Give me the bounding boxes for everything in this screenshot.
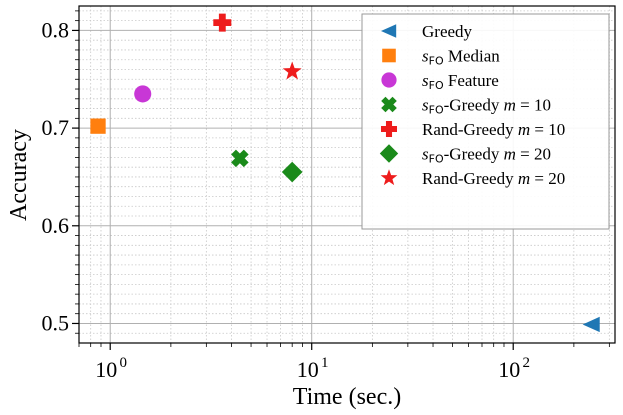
data-point — [282, 61, 302, 80]
x-tick-label: 10 — [498, 357, 520, 382]
legend-marker — [382, 48, 396, 63]
data-point — [231, 149, 249, 168]
legend-marker — [379, 144, 399, 163]
legend-marker — [381, 72, 397, 88]
legend-label-part: Feature — [444, 71, 499, 90]
data-point — [134, 85, 152, 103]
data-point — [281, 161, 303, 183]
legend-label: sFO Feature — [422, 71, 499, 92]
data-point — [582, 316, 600, 333]
x-tick-exponent: 1 — [321, 355, 329, 371]
legend-marker — [381, 121, 397, 137]
x-tick-exponent: 2 — [522, 355, 530, 371]
legend-marker — [381, 96, 397, 113]
x-tick-label: 10 — [95, 357, 117, 382]
legend-label: sFO Median — [422, 47, 500, 68]
legend-label-part: s — [422, 71, 429, 90]
legend-label-part: FO — [429, 153, 444, 166]
legend-label-part: FO — [429, 104, 444, 117]
legend-label: sFO-Greedy m = 20 — [422, 145, 551, 166]
legend-label: Greedy — [422, 22, 473, 41]
legend-label-part: FO — [429, 55, 444, 68]
legend-label: Rand-Greedy m = 10 — [422, 120, 565, 139]
legend-label-part: = 10 — [516, 96, 551, 115]
x-axis-label: Time (sec.) — [293, 384, 401, 410]
legend-label: sFO-Greedy m = 10 — [422, 96, 551, 117]
legend-marker — [381, 24, 397, 38]
legend-marker — [380, 169, 398, 186]
legend-label: Rand-Greedy m = 20 — [422, 169, 565, 188]
legend-label-part: = 20 — [516, 145, 551, 164]
legend-label-part: m — [504, 145, 516, 164]
legend-label-part: -Greedy — [444, 96, 504, 115]
legend-label-part: s — [422, 145, 429, 164]
y-tick-label: 0.5 — [42, 310, 70, 335]
tick-labels: 10 0 10 1 10 20.50.60.70.8 — [42, 17, 530, 382]
legend-label-part: m — [518, 169, 530, 188]
legend-label-part: Rand-Greedy — [422, 169, 518, 188]
data-point — [90, 118, 106, 134]
x-tick-exponent: 0 — [119, 355, 127, 371]
y-tick-label: 0.8 — [42, 17, 70, 42]
axis-ticks — [72, 10, 610, 350]
legend-label-part: s — [422, 47, 429, 66]
legend-label-part: Rand-Greedy — [422, 120, 518, 139]
legend-label-part: = 10 — [530, 120, 565, 139]
y-tick-label: 0.6 — [42, 213, 70, 238]
legend-frame — [361, 13, 610, 230]
legend-label-part: -Greedy — [444, 145, 504, 164]
legend-label-part: Greedy — [422, 22, 473, 41]
legend-label-part: = 20 — [530, 169, 565, 188]
legend-label-part: Median — [444, 47, 501, 66]
data-points — [90, 13, 600, 333]
legend-label-part: m — [518, 120, 530, 139]
plot-frame — [78, 5, 616, 344]
legend-label-part: m — [504, 96, 516, 115]
legend-label-part: FO — [429, 79, 444, 92]
data-point — [213, 13, 232, 32]
y-tick-label: 0.7 — [42, 115, 70, 140]
y-axis-label: Accuracy — [6, 129, 32, 221]
legend-label-part: s — [422, 96, 429, 115]
x-tick-label: 10 — [297, 357, 319, 382]
